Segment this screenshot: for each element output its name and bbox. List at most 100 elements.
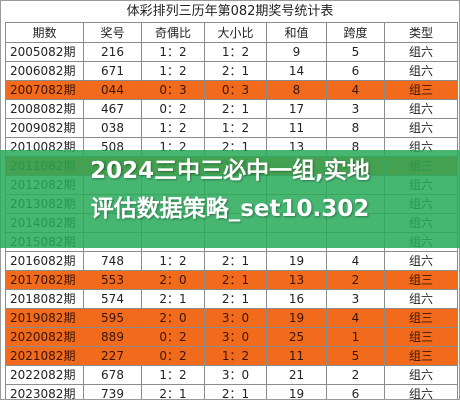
cell-big-small: 1：2 bbox=[204, 42, 267, 62]
cell-number: 216 bbox=[83, 42, 142, 62]
cell-type: 组三 bbox=[384, 308, 458, 328]
table-row: 2023082期 739 2：1 2：1 19 6 组六 bbox=[5, 384, 458, 399]
cell-number: 748 bbox=[83, 251, 142, 271]
cell-big-small: 3：0 bbox=[204, 308, 267, 328]
cell-big-small: 3：0 bbox=[204, 327, 267, 347]
cell-sum: 19 bbox=[266, 308, 327, 328]
cell-odd-even: 2：1 bbox=[141, 384, 205, 399]
table-row: 2018082期 574 2：1 2：1 16 3 组六 bbox=[5, 289, 458, 309]
header-row: 期数 奖号 奇偶比 大小比 和值 跨度 类型 bbox=[5, 22, 458, 43]
cell-type: 组六 bbox=[384, 384, 458, 399]
cell-span: 8 bbox=[326, 118, 385, 138]
cell-span: 2 bbox=[326, 365, 385, 385]
cell-span: 4 bbox=[326, 80, 385, 100]
header-period: 期数 bbox=[5, 22, 84, 43]
cell-big-small: 2：1 bbox=[204, 99, 267, 119]
cell-period: 2009082期 bbox=[5, 118, 84, 138]
table-row: 2020082期 889 0：2 3：0 25 1 组三 bbox=[5, 327, 458, 347]
cell-big-small: 2：1 bbox=[204, 270, 267, 290]
header-odd-even: 奇偶比 bbox=[141, 22, 205, 43]
cell-period: 2016082期 bbox=[5, 251, 84, 271]
cell-odd-even: 0：3 bbox=[141, 80, 205, 100]
cell-number: 739 bbox=[83, 384, 142, 399]
cell-sum: 11 bbox=[266, 118, 327, 138]
cell-sum: 9 bbox=[266, 42, 327, 62]
cell-number: 595 bbox=[83, 308, 142, 328]
cell-number: 678 bbox=[83, 365, 142, 385]
cell-number: 574 bbox=[83, 289, 142, 309]
cell-big-small: 3：0 bbox=[204, 365, 267, 385]
cell-period: 2023082期 bbox=[5, 384, 84, 399]
cell-span: 6 bbox=[326, 61, 385, 81]
cell-period: 2022082期 bbox=[5, 365, 84, 385]
cell-type: 组六 bbox=[384, 365, 458, 385]
cell-type: 组六 bbox=[384, 251, 458, 271]
overlay-line-2: 评估数据策略_set10.302 bbox=[90, 196, 370, 222]
cell-odd-even: 0：2 bbox=[141, 346, 205, 366]
cell-big-small: 0：3 bbox=[204, 80, 267, 100]
cell-number: 671 bbox=[83, 61, 142, 81]
cell-type: 组六 bbox=[384, 61, 458, 81]
cell-number: 038 bbox=[83, 118, 142, 138]
header-type: 类型 bbox=[384, 22, 458, 43]
table-row: 2009082期 038 1：2 1：2 11 8 组六 bbox=[5, 118, 458, 138]
header-span: 跨度 bbox=[326, 22, 385, 43]
cell-number: 553 bbox=[83, 270, 142, 290]
cell-span: 6 bbox=[326, 384, 385, 399]
cell-sum: 19 bbox=[266, 251, 327, 271]
cell-span: 1 bbox=[326, 327, 385, 347]
cell-type: 组三 bbox=[384, 346, 458, 366]
cell-sum: 17 bbox=[266, 99, 327, 119]
header-big-small: 大小比 bbox=[204, 22, 267, 43]
cell-odd-even: 1：2 bbox=[141, 365, 205, 385]
table-row: 2008082期 467 0：2 2：1 17 3 组六 bbox=[5, 99, 458, 119]
cell-odd-even: 1：2 bbox=[141, 61, 205, 81]
cell-big-small: 1：2 bbox=[204, 346, 267, 366]
cell-type: 组六 bbox=[384, 99, 458, 119]
cell-period: 2008082期 bbox=[5, 99, 84, 119]
table-row: 2007082期 044 0：3 0：3 8 4 组三 bbox=[5, 80, 458, 100]
cell-type: 组六 bbox=[384, 42, 458, 62]
cell-number: 227 bbox=[83, 346, 142, 366]
overlay-banner bbox=[0, 150, 460, 248]
header-sum: 和值 bbox=[266, 22, 327, 43]
cell-odd-even: 1：2 bbox=[141, 118, 205, 138]
cell-odd-even: 2：1 bbox=[141, 289, 205, 309]
cell-span: 2 bbox=[326, 270, 385, 290]
cell-big-small: 2：1 bbox=[204, 61, 267, 81]
table-row: 2022082期 678 1：2 3：0 21 2 组六 bbox=[5, 365, 458, 385]
cell-type: 组三 bbox=[384, 80, 458, 100]
cell-sum: 25 bbox=[266, 327, 327, 347]
table-row: 2006082期 671 1：2 2：1 14 6 组六 bbox=[5, 61, 458, 81]
cell-number: 889 bbox=[83, 327, 142, 347]
cell-period: 2006082期 bbox=[5, 61, 84, 81]
cell-span: 5 bbox=[326, 42, 385, 62]
cell-period: 2005082期 bbox=[5, 42, 84, 62]
cell-odd-even: 1：2 bbox=[141, 42, 205, 62]
cell-number: 044 bbox=[83, 80, 142, 100]
cell-span: 3 bbox=[326, 99, 385, 119]
cell-number: 467 bbox=[83, 99, 142, 119]
cell-type: 组三 bbox=[384, 270, 458, 290]
cell-odd-even: 2：0 bbox=[141, 270, 205, 290]
cell-sum: 19 bbox=[266, 384, 327, 399]
table-row: 2021082期 227 0：2 1：2 11 5 组三 bbox=[5, 346, 458, 366]
cell-span: 5 bbox=[326, 346, 385, 366]
cell-odd-even: 0：2 bbox=[141, 99, 205, 119]
header-number: 奖号 bbox=[83, 22, 142, 43]
cell-big-small: 2：1 bbox=[204, 384, 267, 399]
cell-sum: 8 bbox=[266, 80, 327, 100]
cell-sum: 14 bbox=[266, 61, 327, 81]
overlay-headline: 2024三中三必中一组,实地 评估数据策略_set10.302 bbox=[0, 152, 460, 228]
cell-type: 组六 bbox=[384, 118, 458, 138]
cell-big-small: 1：2 bbox=[204, 118, 267, 138]
cell-period: 2018082期 bbox=[5, 289, 84, 309]
table-row: 2017082期 553 2：0 2：1 13 2 组三 bbox=[5, 270, 458, 290]
table-row: 2005082期 216 1：2 1：2 9 5 组六 bbox=[5, 42, 458, 62]
cell-type: 组三 bbox=[384, 327, 458, 347]
cell-span: 4 bbox=[326, 308, 385, 328]
cell-odd-even: 2：0 bbox=[141, 308, 205, 328]
cell-sum: 21 bbox=[266, 365, 327, 385]
cell-sum: 11 bbox=[266, 346, 327, 366]
cell-period: 2007082期 bbox=[5, 80, 84, 100]
